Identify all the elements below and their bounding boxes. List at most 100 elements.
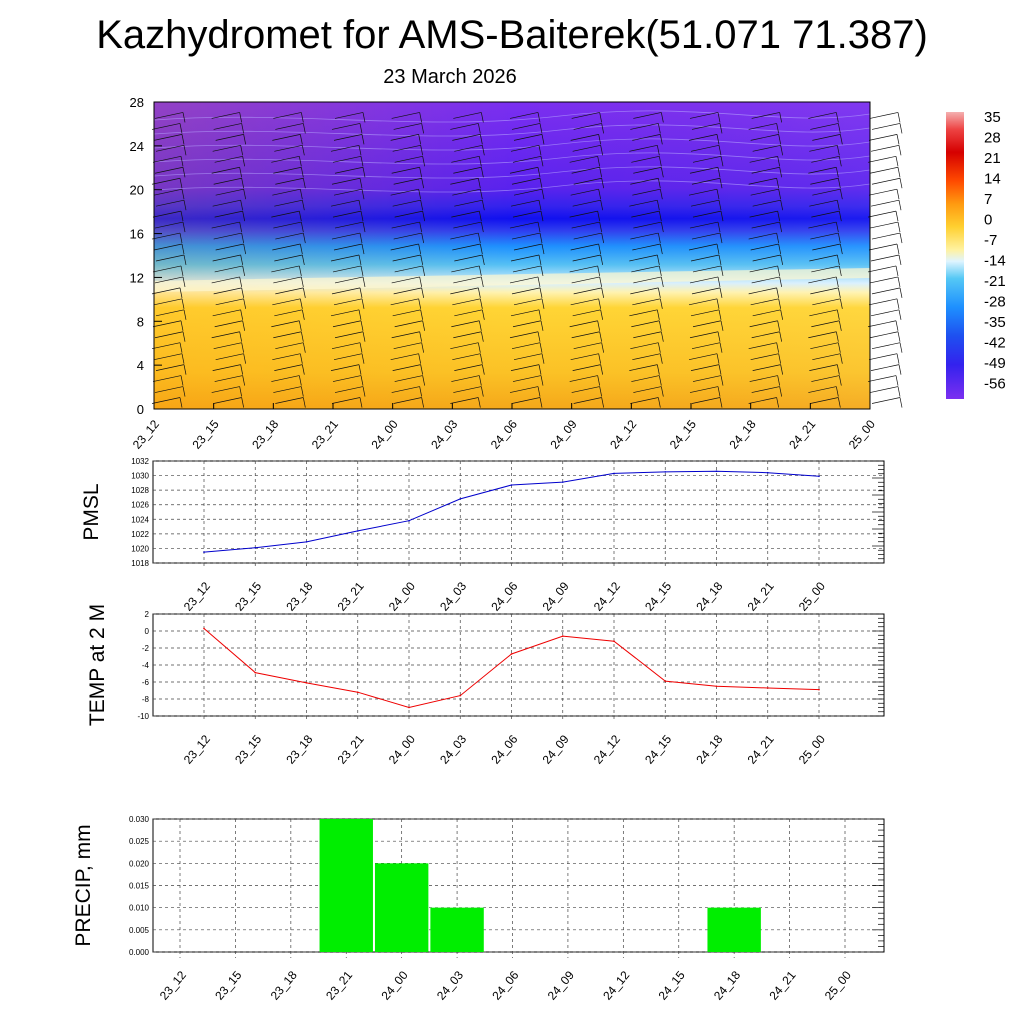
wind-barb (812, 298, 843, 309)
wind-barb-flag (778, 243, 782, 255)
wind-barb (751, 386, 783, 397)
wind-barb (332, 320, 364, 331)
wind-barb-flag (839, 243, 843, 255)
wind-barb-flag (597, 375, 601, 386)
wind-barb (451, 265, 482, 277)
wind-barb-flag (183, 200, 187, 211)
colorbar-label: -14 (984, 253, 1006, 270)
wind-barb-flag (896, 189, 900, 200)
wind-barb (211, 276, 243, 287)
wind-barb-shaft (629, 309, 658, 317)
wind-barb-shaft (812, 298, 841, 306)
temp2m-xtick-label: 24_18 (693, 732, 725, 767)
pmsl-point (766, 471, 769, 474)
wind-barb-shaft (633, 166, 662, 174)
temp2m-ytick-label: -2 (142, 644, 150, 653)
wind-barb (512, 320, 544, 331)
wind-barb-shaft (752, 199, 781, 207)
wind-barb (272, 243, 303, 255)
wind-barb (570, 298, 602, 309)
wind-barb-flag (717, 386, 721, 397)
precip-xtick-label: 23_21 (323, 968, 355, 1003)
wind-barb-shaft (571, 331, 600, 339)
wind-barb-flag (359, 232, 363, 244)
wind-barb-shaft (155, 309, 185, 317)
wind-barb-shaft (275, 177, 304, 185)
wind-barb-flag (477, 342, 481, 353)
wind-barb-shaft (332, 210, 362, 218)
temp2m-point (715, 685, 718, 688)
wind-barb (214, 265, 246, 277)
wind-barb-shaft (153, 353, 183, 361)
wind-barb-shaft (213, 287, 242, 295)
wind-barb-shaft (334, 331, 364, 339)
wind-barb-shaft (810, 177, 839, 185)
colorbar-label: 0 (984, 212, 992, 229)
wind-barb (810, 397, 841, 408)
wind-barb-shaft (688, 134, 718, 141)
wind-barb-flag (239, 222, 243, 233)
wind-barb (569, 265, 601, 277)
wind-barb-flag (481, 254, 485, 266)
wind-barb (393, 123, 425, 134)
wind-barb-shaft (212, 309, 241, 317)
wind-barb-flag (179, 397, 183, 408)
wind-barb (332, 375, 364, 386)
wind-barb-shaft (748, 287, 777, 295)
wind-barb-shaft (692, 265, 722, 273)
wind-barb (274, 309, 305, 320)
wind-barb-flag (540, 211, 544, 222)
wind-barb-shaft (689, 386, 719, 393)
wind-barb-flag (421, 123, 425, 134)
wind-barb-shaft (689, 276, 719, 284)
pmsl-point (818, 475, 820, 478)
wind-barb-shaft (810, 232, 839, 240)
wind-barb-flag (838, 156, 842, 167)
colorbar-label: 21 (984, 150, 1001, 167)
wind-barb (812, 134, 843, 145)
wind-barb-flag (241, 232, 245, 244)
wind-barb-shaft (394, 320, 423, 328)
wind-barb (273, 331, 304, 342)
wind-barb (750, 243, 782, 255)
wind-barb-flag (897, 167, 901, 178)
wind-barb-flag (421, 342, 425, 353)
wind-barb-shaft (509, 276, 539, 284)
wind-barb (632, 134, 663, 145)
wind-barb (512, 155, 544, 167)
wind-barb (511, 287, 543, 298)
wind-barb-flag (779, 112, 783, 123)
pmsl-ytick-label: 1020 (131, 544, 149, 553)
wind-barb-shaft (690, 254, 720, 262)
wind-barb (213, 177, 245, 189)
wind-barb-shaft (749, 375, 778, 382)
wind-barb-shaft (154, 166, 184, 174)
wind-barb-flag (839, 189, 843, 200)
wind-barb (867, 375, 899, 386)
wind-barb (393, 177, 425, 189)
wind-barb-flag (899, 178, 903, 189)
colorbar-label: -49 (984, 355, 1006, 372)
wind-barb-flag (362, 167, 366, 178)
wind-barb-shaft (868, 298, 898, 306)
wind-barb (809, 144, 840, 156)
wind-barb (393, 342, 425, 353)
wind-barb (211, 112, 243, 123)
wind-barb-shaft (572, 254, 601, 262)
wind-barb-flag (540, 320, 544, 331)
wind-barb-shaft (631, 320, 660, 328)
wind-barb (810, 232, 841, 244)
wind-barb-flag (716, 189, 720, 200)
wind-barb-flag (660, 222, 664, 233)
wind-barb-flag (776, 123, 780, 134)
wind-barb-flag (358, 145, 362, 156)
wind-barb (451, 155, 482, 167)
wind-barb (390, 243, 422, 255)
wind-barb (748, 177, 780, 189)
wind-barb (571, 276, 603, 287)
profile-ytick-label: 20 (130, 183, 144, 198)
colorbar-label: 28 (984, 130, 1001, 147)
wind-barb-flag (181, 353, 185, 364)
wind-barb (510, 144, 542, 156)
wind-barb-flag (362, 222, 366, 233)
